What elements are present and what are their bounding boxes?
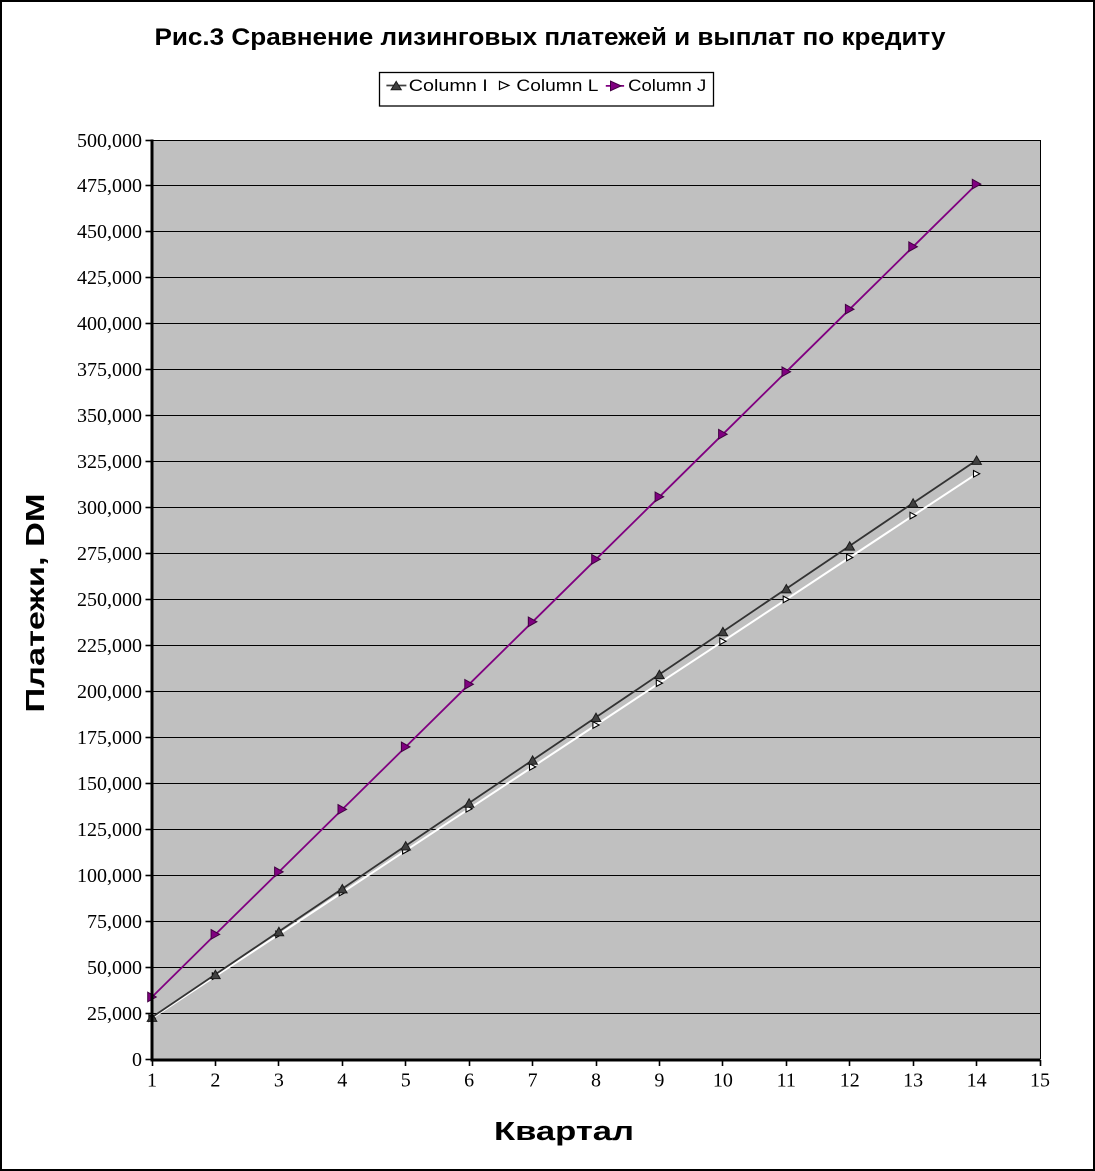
- svg-text:275,000: 275,000: [77, 543, 142, 565]
- svg-text:250,000: 250,000: [77, 589, 142, 611]
- svg-text:50,000: 50,000: [87, 957, 142, 979]
- svg-text:15: 15: [1030, 1070, 1050, 1092]
- svg-text:200,000: 200,000: [77, 681, 142, 703]
- svg-text:Рис.3 Сравнение лизинговых пла: Рис.3 Сравнение лизинговых платежей и вы…: [155, 24, 946, 51]
- svg-text:400,000: 400,000: [77, 313, 142, 335]
- svg-text:175,000: 175,000: [77, 727, 142, 749]
- svg-text:7: 7: [528, 1070, 538, 1092]
- svg-text:75,000: 75,000: [87, 911, 142, 933]
- svg-text:Column J: Column J: [628, 77, 706, 95]
- svg-text:11: 11: [777, 1070, 796, 1092]
- svg-text:475,000: 475,000: [77, 175, 142, 197]
- svg-text:450,000: 450,000: [77, 221, 142, 243]
- svg-text:125,000: 125,000: [77, 819, 142, 841]
- svg-text:9: 9: [654, 1070, 664, 1092]
- svg-text:350,000: 350,000: [77, 405, 142, 427]
- svg-text:300,000: 300,000: [77, 497, 142, 519]
- svg-text:10: 10: [713, 1070, 733, 1092]
- svg-text:100,000: 100,000: [77, 865, 142, 887]
- svg-text:2: 2: [210, 1070, 220, 1092]
- svg-text:150,000: 150,000: [77, 773, 142, 795]
- svg-text:0: 0: [132, 1049, 142, 1071]
- svg-text:425,000: 425,000: [77, 267, 142, 289]
- svg-text:375,000: 375,000: [77, 359, 142, 381]
- svg-text:1: 1: [147, 1070, 157, 1092]
- svg-text:500,000: 500,000: [77, 130, 142, 152]
- svg-text:3: 3: [274, 1070, 284, 1092]
- svg-text:Платежи, DM: Платежи, DM: [20, 494, 50, 713]
- svg-text:Column I: Column I: [409, 77, 488, 95]
- svg-text:14: 14: [967, 1070, 987, 1092]
- svg-text:Квартал: Квартал: [494, 1118, 634, 1146]
- svg-text:25,000: 25,000: [87, 1003, 142, 1025]
- svg-text:5: 5: [401, 1070, 411, 1092]
- svg-text:6: 6: [464, 1070, 474, 1092]
- svg-text:12: 12: [840, 1070, 860, 1092]
- svg-text:8: 8: [591, 1070, 601, 1092]
- svg-text:325,000: 325,000: [77, 451, 142, 473]
- svg-text:225,000: 225,000: [77, 635, 142, 657]
- svg-text:4: 4: [337, 1070, 347, 1092]
- svg-text:13: 13: [903, 1070, 923, 1092]
- svg-text:Column L: Column L: [516, 77, 598, 95]
